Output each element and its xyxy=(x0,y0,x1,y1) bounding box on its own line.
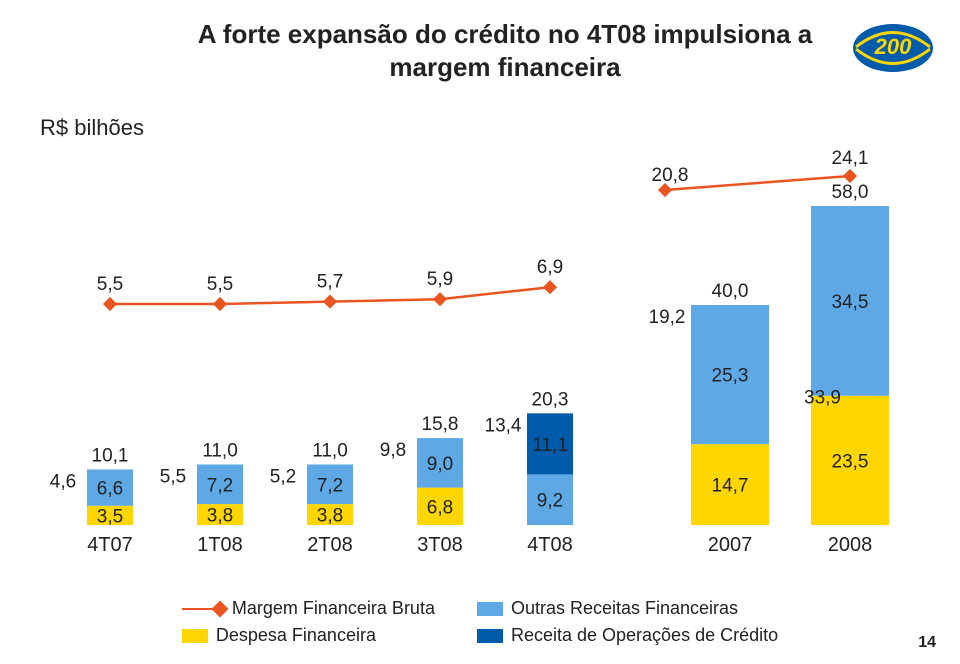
svg-text:25,3: 25,3 xyxy=(712,366,749,387)
svg-text:6,9: 6,9 xyxy=(537,257,563,278)
svg-text:40,0: 40,0 xyxy=(712,281,749,302)
svg-text:9,0: 9,0 xyxy=(427,454,453,475)
svg-text:13,4: 13,4 xyxy=(485,415,522,436)
svg-text:5,7: 5,7 xyxy=(317,272,343,293)
svg-text:9,8: 9,8 xyxy=(380,440,406,461)
svg-text:5,2: 5,2 xyxy=(270,467,296,488)
svg-text:11,1: 11,1 xyxy=(532,435,568,456)
credit-expansion-chart: 3,5 6,6 10,1 4,6 3,8 7,2 11,0 5,5 3,8 7,2 11,0 5,2 6… xyxy=(30,140,930,584)
title-line2: margem financeira xyxy=(170,51,840,84)
svg-text:2007: 2007 xyxy=(708,534,753,556)
svg-text:5,5: 5,5 xyxy=(160,467,186,488)
svg-text:10,1: 10,1 xyxy=(92,445,129,466)
legend-receita: Receita de Operações de Crédito xyxy=(511,625,778,646)
svg-text:9,2: 9,2 xyxy=(537,491,563,512)
svg-text:7,2: 7,2 xyxy=(207,475,233,496)
title-line1: A forte expansão do crédito no 4T08 impu… xyxy=(170,18,840,51)
svg-text:6,8: 6,8 xyxy=(427,497,453,518)
svg-text:14,7: 14,7 xyxy=(712,476,749,497)
svg-text:33,9: 33,9 xyxy=(804,387,841,408)
svg-text:11,0: 11,0 xyxy=(202,441,238,462)
legend-swatch-yellow xyxy=(182,629,208,643)
svg-text:3,5: 3,5 xyxy=(97,506,123,527)
legend-swatch-darkblue xyxy=(477,629,503,643)
bb-logo: 200 xyxy=(850,14,936,83)
svg-text:58,0: 58,0 xyxy=(832,182,869,203)
svg-text:3T08: 3T08 xyxy=(417,534,463,556)
legend-swatch-blue xyxy=(477,602,503,616)
svg-text:3,8: 3,8 xyxy=(317,506,343,527)
svg-text:5,5: 5,5 xyxy=(97,274,123,295)
svg-text:19,2: 19,2 xyxy=(649,307,686,328)
legend-despesa: Despesa Financeira xyxy=(216,625,376,646)
page-number: 14 xyxy=(918,634,936,652)
svg-text:4T08: 4T08 xyxy=(527,534,573,556)
svg-text:34,5: 34,5 xyxy=(832,292,869,313)
svg-text:15,8: 15,8 xyxy=(422,414,459,435)
svg-text:24,1: 24,1 xyxy=(832,148,869,169)
legend: Margem Financeira Bruta Despesa Financei… xyxy=(0,598,960,646)
svg-text:3,8: 3,8 xyxy=(207,506,233,527)
svg-text:11,0: 11,0 xyxy=(312,441,348,462)
svg-text:4T07: 4T07 xyxy=(87,534,133,556)
svg-text:2008: 2008 xyxy=(828,534,873,556)
legend-outras: Outras Receitas Financeiras xyxy=(511,598,738,619)
legend-line-marker xyxy=(182,603,224,615)
svg-text:4,6: 4,6 xyxy=(50,471,76,492)
svg-text:1T08: 1T08 xyxy=(197,534,243,556)
svg-text:2T08: 2T08 xyxy=(307,534,353,556)
svg-text:20,3: 20,3 xyxy=(532,389,569,410)
y-axis-unit: R$ bilhões xyxy=(40,115,144,141)
slide-title: A forte expansão do crédito no 4T08 impu… xyxy=(170,18,840,83)
svg-text:200: 200 xyxy=(874,34,912,59)
svg-text:23,5: 23,5 xyxy=(832,451,869,472)
svg-text:20,8: 20,8 xyxy=(652,165,689,186)
svg-text:6,6: 6,6 xyxy=(97,479,123,500)
legend-margem: Margem Financeira Bruta xyxy=(232,598,435,619)
svg-text:7,2: 7,2 xyxy=(317,475,343,496)
svg-text:5,9: 5,9 xyxy=(427,269,453,290)
svg-text:5,5: 5,5 xyxy=(207,274,233,295)
